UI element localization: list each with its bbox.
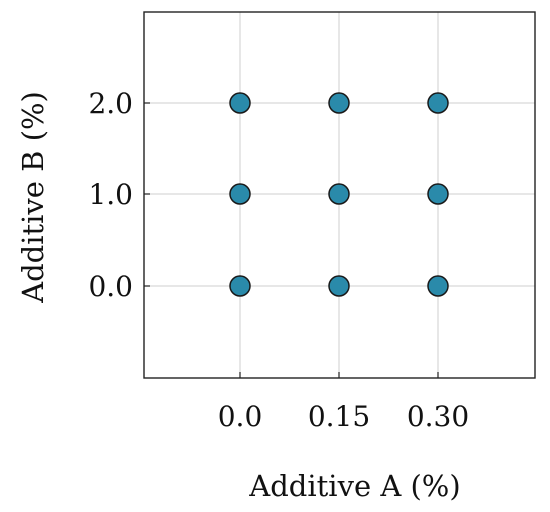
- data-point: [229, 275, 251, 297]
- data-point: [427, 275, 449, 297]
- data-point: [328, 275, 350, 297]
- axis-ticks: 0.0 0.15 0.30 0.0 1.0 2.0: [88, 87, 469, 433]
- y-tick-label: 2.0: [88, 87, 133, 120]
- data-point: [427, 92, 449, 114]
- y-tick-label: 0.0: [88, 270, 133, 303]
- x-axis-label: Additive A (%): [248, 469, 460, 503]
- x-tick-label: 0.30: [407, 400, 469, 433]
- data-point: [229, 183, 251, 205]
- data-point: [328, 92, 350, 114]
- data-point: [328, 183, 350, 205]
- x-tick-label: 0.15: [308, 400, 370, 433]
- x-tick-label: 0.0: [218, 400, 263, 433]
- data-points: [229, 92, 449, 297]
- y-tick-label: 1.0: [88, 178, 133, 211]
- y-axis-label: Additive B (%): [16, 91, 50, 304]
- data-point: [427, 183, 449, 205]
- data-point: [229, 92, 251, 114]
